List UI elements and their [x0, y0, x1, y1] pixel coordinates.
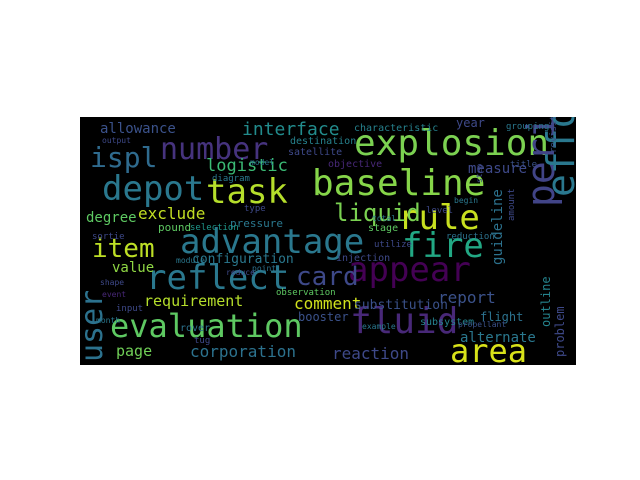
word-comment: comment [294, 294, 361, 313]
word-item: item [92, 234, 155, 264]
word-reaction: reaction [332, 344, 409, 363]
word-propellant: propellant [458, 320, 506, 329]
word-tug: tug [194, 336, 210, 346]
word-corporation: corporation [190, 342, 296, 361]
word-measure: measure [468, 161, 527, 177]
word-period: period [519, 117, 563, 207]
word-shape: shape [100, 278, 124, 287]
word-booster: booster [298, 310, 349, 324]
word-satellite: satellite [288, 147, 342, 158]
word-total: total [372, 214, 396, 223]
word-substitution: substitution [354, 298, 448, 313]
word-page: page [116, 342, 152, 360]
word-level: level [426, 206, 453, 216]
word-flight: flight [480, 310, 523, 324]
word-interface: interface [242, 119, 340, 140]
word-outline: outline [539, 276, 553, 327]
word-card: card [296, 262, 359, 292]
word-pound: pound [158, 221, 191, 234]
word-output: output [102, 136, 131, 145]
word-injection: injection [336, 253, 390, 264]
word-depot: depot [102, 169, 204, 209]
word-degree: degree [86, 210, 137, 226]
word-logistic: logistic [206, 156, 288, 176]
word-baseline: baseline [312, 163, 485, 204]
word-year: year [456, 117, 485, 130]
word-observation: observation [276, 288, 336, 298]
word-reduce: reduce [226, 268, 255, 277]
word-explosion: explosion [354, 123, 549, 164]
word-task: task [206, 172, 288, 212]
word-objective: objective [328, 159, 382, 170]
word-stage: stage [368, 223, 398, 234]
word-alternate: alternate [460, 330, 536, 346]
word-diagram: diagram [212, 174, 250, 184]
word-number: number [160, 132, 268, 167]
word-configuration: configuration [192, 252, 294, 267]
word-pressure: pressure [230, 217, 283, 230]
word-point: point [252, 264, 276, 273]
word-report: report [438, 288, 496, 307]
word-area: area [450, 332, 527, 365]
word-module: module [176, 256, 205, 265]
word-model: model [250, 158, 274, 167]
word-subsystem: subsystem [420, 317, 474, 328]
word-fluid: fluid [350, 301, 458, 342]
word-ispl: ispl [90, 141, 157, 174]
word-value: value [112, 260, 154, 276]
word-characteristic: characteristic [354, 123, 438, 134]
word-example: example [362, 322, 396, 331]
word-allowance: allowance [100, 121, 176, 137]
word-user: user [80, 290, 110, 362]
word-reduction: reduction [446, 232, 495, 242]
word-title: title [510, 160, 537, 170]
word-liquid: liquid [334, 199, 421, 227]
word-amount: amount [507, 188, 517, 221]
word-type: type [244, 204, 266, 214]
word-selection: selection [190, 223, 239, 233]
word-destination: destination [290, 136, 356, 147]
word-utilize: utilize [374, 240, 412, 250]
word-appear: appear [348, 250, 471, 290]
word-evaluation: evaluation [110, 307, 303, 345]
word-effort: effort [539, 117, 576, 197]
word-input: input [116, 304, 143, 314]
word-begin: begin [454, 196, 478, 205]
word-requirement: requirement [144, 292, 243, 310]
word-month: month [96, 316, 120, 325]
word-cloud-background [80, 117, 576, 365]
word-fire: fire [402, 226, 484, 266]
word-rover: rover [180, 323, 210, 334]
word-step: step [475, 164, 484, 183]
word-reflect: reflect [146, 258, 289, 298]
word-advantage: advantage [180, 222, 364, 262]
word-problem: problem [553, 306, 567, 357]
word-revisit: revisit [549, 117, 559, 153]
word-guideline: guideline [490, 189, 506, 265]
word-event: event [102, 290, 126, 299]
word-grouping: grouping [506, 122, 549, 132]
word-exclude: exclude [138, 204, 205, 223]
word-sortie: sortie [92, 232, 125, 242]
word-rule: rule [398, 198, 480, 238]
